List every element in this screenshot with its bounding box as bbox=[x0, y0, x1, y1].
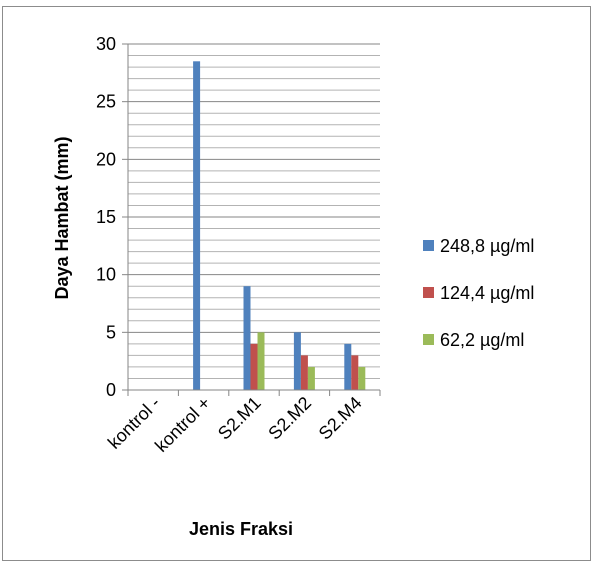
bar-s2-m4-series-1 bbox=[344, 343, 352, 390]
legend-swatch bbox=[423, 240, 434, 251]
chart-area bbox=[2, 6, 591, 561]
x-tick-label: S2.M2 bbox=[264, 393, 315, 444]
bar-s2-m4-series-3 bbox=[358, 366, 366, 390]
bars bbox=[193, 61, 366, 391]
bar-s2-m1-series-3 bbox=[257, 332, 265, 390]
x-tick-label: kontrol + bbox=[151, 393, 214, 456]
bar-s2-m2-series-1 bbox=[293, 332, 301, 390]
axes bbox=[122, 43, 381, 396]
y-tick-label: 20 bbox=[96, 149, 116, 169]
y-tick-label: 5 bbox=[106, 322, 116, 342]
x-axis-title: Jenis Fraksi bbox=[189, 519, 293, 539]
y-tick-label: 0 bbox=[106, 380, 116, 400]
y-tick-label: 25 bbox=[96, 92, 116, 112]
y-tick-label: 15 bbox=[96, 207, 116, 227]
legend: 248,8 µg/ml 124,4 µg/ml 62,2 µg/ml bbox=[423, 236, 534, 350]
x-tick-labels: kontrol -kontrol + S2.M1 S2.M2 S2.M4 bbox=[104, 393, 366, 456]
bar-s2-m4-series-2 bbox=[351, 355, 359, 390]
x-tick-label: S2.M1 bbox=[214, 393, 265, 444]
y-axis-title: Daya Hambat (mm) bbox=[52, 136, 72, 299]
bar-s2-m1-series-2 bbox=[250, 343, 258, 390]
gridlines bbox=[128, 43, 380, 379]
bar-s2-m1-series-1 bbox=[243, 286, 251, 390]
bar-s2-m2-series-3 bbox=[307, 366, 315, 390]
y-tick-label: 30 bbox=[96, 34, 116, 54]
legend-label: 248,8 µg/ml bbox=[440, 236, 534, 256]
y-tick-label: 10 bbox=[96, 265, 116, 285]
legend-label: 124,4 µg/ml bbox=[440, 283, 534, 303]
legend-swatch bbox=[423, 334, 434, 345]
legend-swatch bbox=[423, 287, 434, 298]
legend-label: 62,2 µg/ml bbox=[440, 330, 524, 350]
bar-s2-m2-series-2 bbox=[300, 355, 308, 390]
x-tick-label: S2.M4 bbox=[315, 393, 366, 444]
y-tick-labels: 0 5 10 15 20 25 30 bbox=[96, 34, 116, 400]
bar-kontrol--series-1 bbox=[193, 61, 201, 391]
